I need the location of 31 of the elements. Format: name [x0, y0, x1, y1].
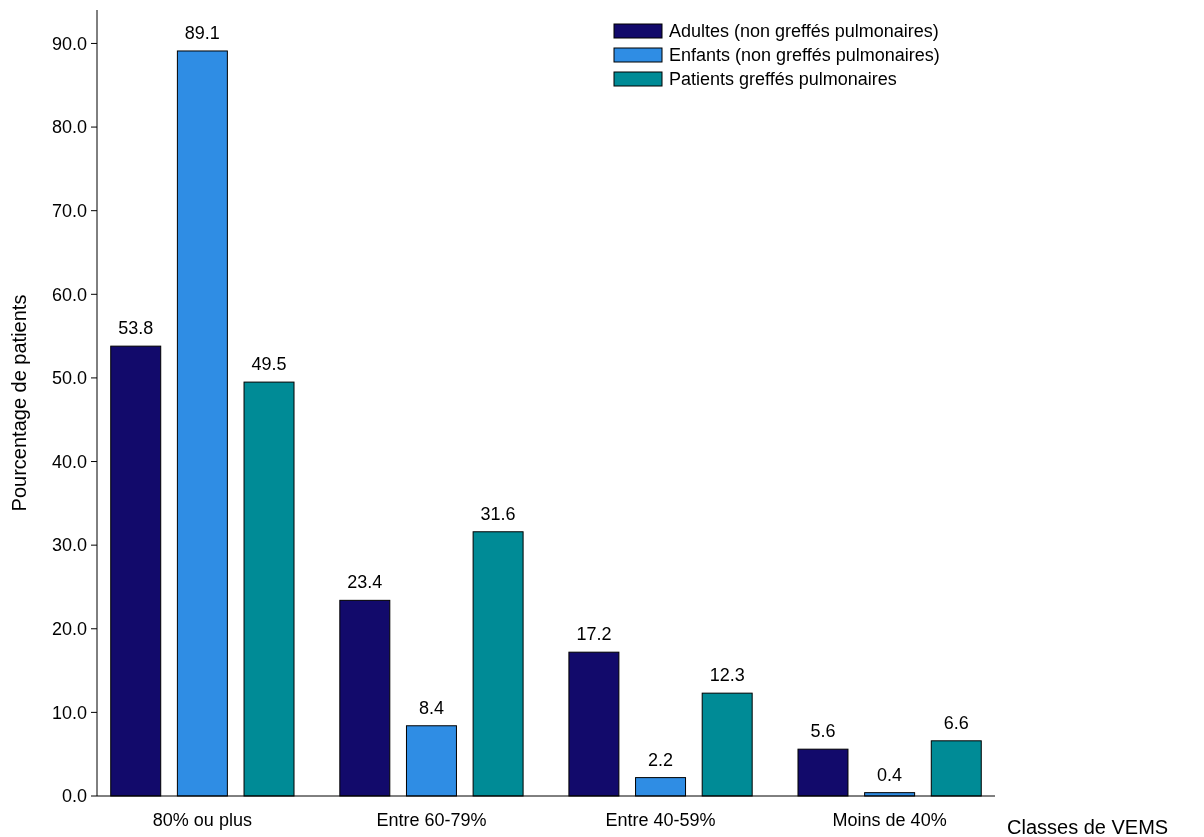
- x-tick-label: Entre 40-59%: [605, 810, 716, 830]
- y-tick-label: 60.0: [51, 284, 87, 305]
- data-label: 8.4: [418, 697, 444, 718]
- y-tick-label: 70.0: [51, 200, 87, 221]
- data-label: 6.6: [943, 712, 969, 733]
- x-tick-label: 80% ou plus: [152, 810, 252, 830]
- y-tick-label: 10.0: [51, 702, 87, 723]
- y-tick-label: 50.0: [51, 368, 87, 389]
- y-tick-label: 90.0: [51, 33, 87, 54]
- data-label: 17.2: [576, 624, 612, 645]
- y-tick-label: 40.0: [51, 451, 87, 472]
- y-tick-label: 30.0: [51, 535, 87, 556]
- data-label: 49.5: [251, 354, 287, 375]
- y-tick-label: 0.0: [61, 786, 87, 807]
- data-label: 12.3: [709, 665, 745, 686]
- data-label: 53.8: [118, 318, 154, 339]
- data-label: 23.4: [347, 572, 383, 593]
- y-tick-label: 80.0: [51, 117, 87, 138]
- y-tick-label: 20.0: [51, 619, 87, 640]
- data-label: 89.1: [184, 22, 220, 43]
- legend-label: Patients greffés pulmonaires: [669, 69, 897, 90]
- data-label: 2.2: [648, 749, 674, 770]
- data-label: 31.6: [480, 503, 516, 524]
- legend-label: Enfants (non greffés pulmonaires): [669, 45, 940, 66]
- data-label: 0.4: [877, 764, 903, 785]
- y-axis-title: Pourcentage de patients: [8, 294, 30, 512]
- x-tick-label: Moins de 40%: [832, 810, 947, 830]
- x-axis-title: Classes de VEMS: [1007, 816, 1169, 837]
- legend-label: Adultes (non greffés pulmonaires): [669, 21, 939, 42]
- data-label: 5.6: [810, 721, 836, 742]
- x-tick-label: Entre 60-79%: [376, 810, 487, 830]
